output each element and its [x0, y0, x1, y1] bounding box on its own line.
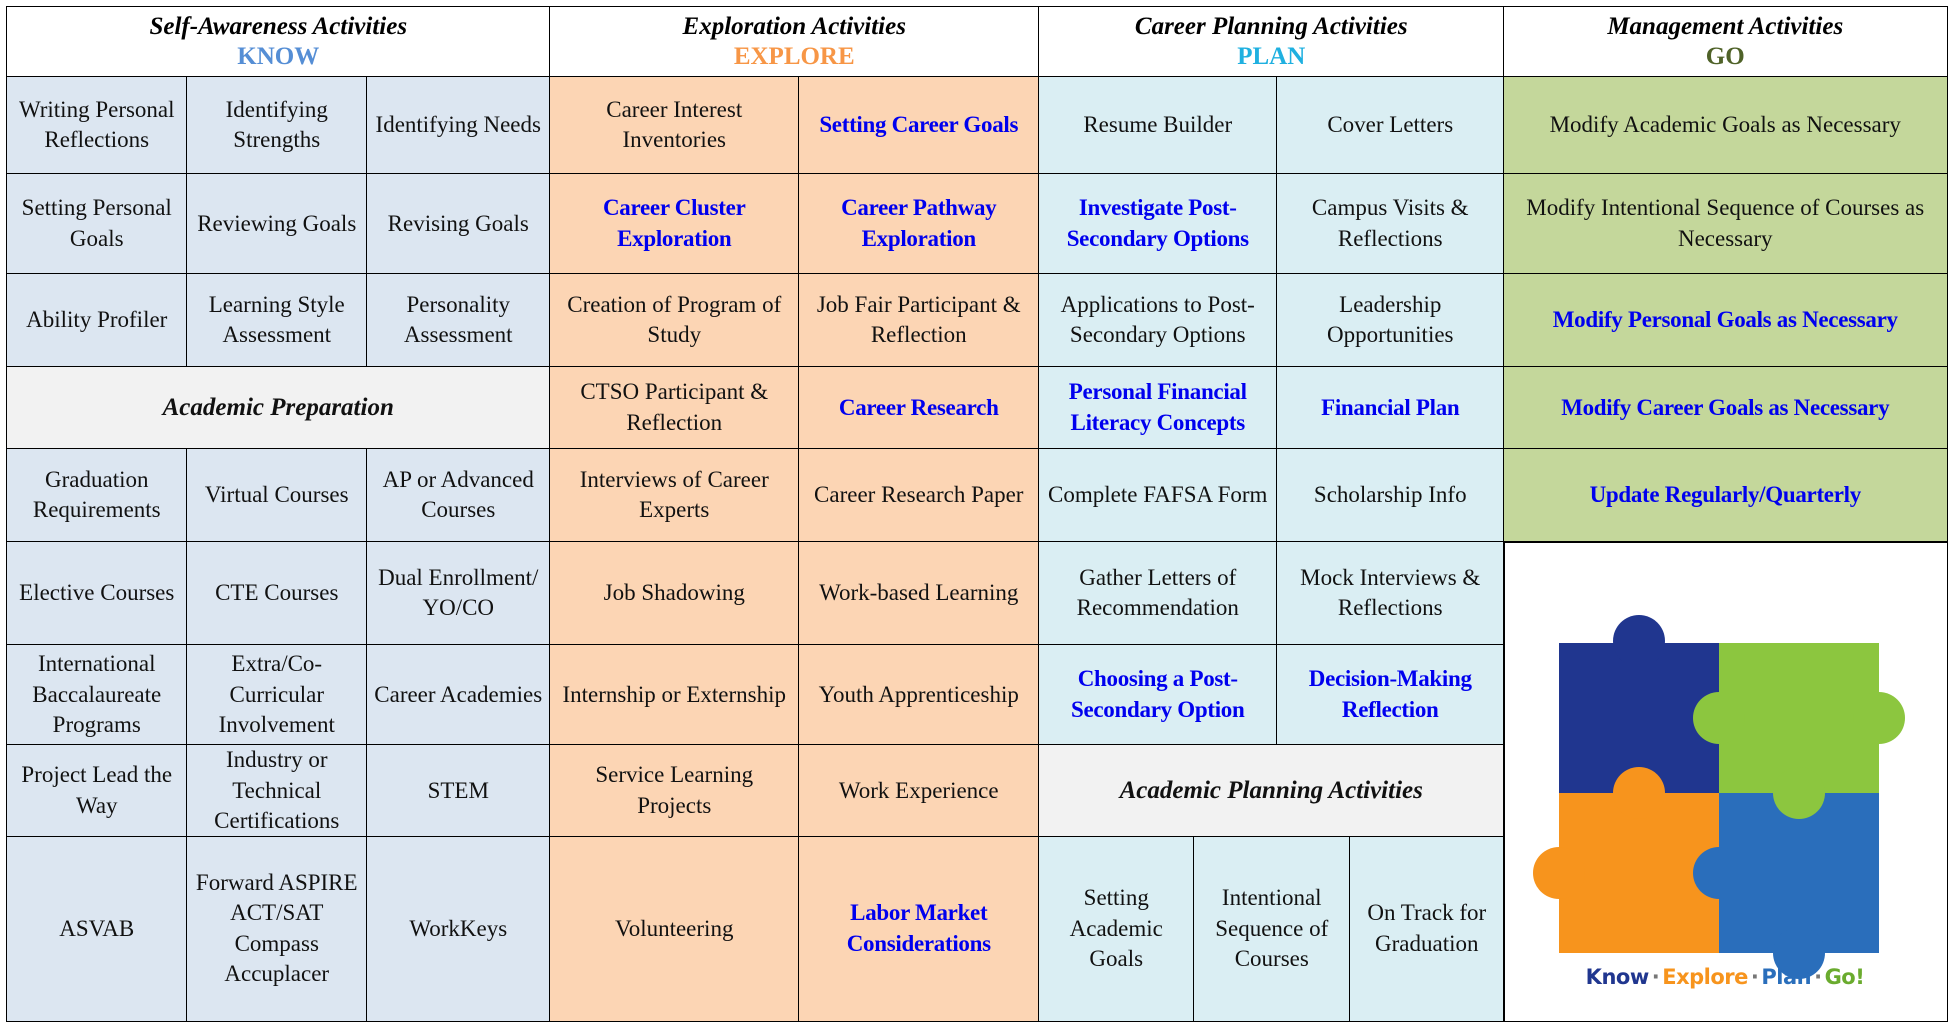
cell: Project Lead the Way — [6, 744, 188, 838]
cell: Work Experience — [798, 744, 1040, 838]
cell: Campus Visits & Reflections — [1276, 173, 1505, 275]
cell: Learning Style Assessment — [186, 273, 368, 368]
header-label: GO — [1705, 42, 1745, 70]
cell: Career Interest Inventories — [549, 76, 800, 175]
cell: Graduation Requirements — [6, 448, 188, 543]
header-title: Self-Awareness Activities — [149, 12, 408, 40]
cell: Choosing a Post-Secondary Option — [1038, 644, 1278, 746]
cell: Virtual Courses — [186, 448, 368, 543]
cell: Industry or Technical Certifications — [186, 744, 368, 838]
cell: Mock Interviews & Reflections — [1276, 541, 1505, 646]
cell: Career Research Paper — [798, 448, 1040, 543]
cell: Labor Market Considerations — [798, 836, 1040, 1022]
cell: Career Academies — [366, 644, 551, 746]
cell: Job Fair Participant & Reflection — [798, 273, 1040, 368]
header-title: Exploration Activities — [682, 12, 906, 40]
cell: Setting Academic Goals — [1038, 836, 1195, 1022]
cell: Investigate Post-Secondary Options — [1038, 173, 1278, 275]
header-label: KNOW — [237, 42, 320, 70]
header-title: Management Activities — [1607, 12, 1844, 40]
logo-word: Plan — [1761, 965, 1812, 989]
cell: Revising Goals — [366, 173, 551, 275]
column-header: Self-Awareness Activities KNOW — [6, 6, 551, 78]
cell: ASVAB — [6, 836, 188, 1022]
cell: Scholarship Info — [1276, 448, 1505, 543]
header-label: PLAN — [1237, 42, 1306, 70]
cell: Career Research — [798, 366, 1040, 450]
cell: Complete FAFSA Form — [1038, 448, 1278, 543]
cell: Modify Career Goals as Necessary — [1503, 366, 1948, 450]
cell: STEM — [366, 744, 551, 838]
cell: Internship or Externship — [549, 644, 800, 746]
header-label: EXPLORE — [733, 42, 855, 70]
logo-word: Explore — [1662, 965, 1748, 989]
cell: Interviews of Career Experts — [549, 448, 800, 543]
cell: Applications to Post-Secondary Options — [1038, 273, 1278, 368]
puzzle-logo — [1533, 615, 1905, 979]
cell: Service Learning Projects — [549, 744, 800, 838]
cell: Intentional Sequence of Courses — [1193, 836, 1351, 1022]
cell: Volunteering — [549, 836, 800, 1022]
cell: Modify Academic Goals as Necessary — [1503, 76, 1948, 175]
cell: Job Shadowing — [549, 541, 800, 646]
cell: Modify Intentional Sequence of Courses a… — [1503, 173, 1948, 275]
cell: Reviewing Goals — [186, 173, 368, 275]
cell: Work-based Learning — [798, 541, 1040, 646]
cell: CTE Courses — [186, 541, 368, 646]
cell: WorkKeys — [366, 836, 551, 1022]
column-header: Exploration Activities EXPLORE — [549, 6, 1040, 78]
logo-word: Know — [1585, 965, 1650, 989]
section-title: Academic Planning Activities — [1038, 744, 1505, 838]
cell: AP or Advanced Courses — [366, 448, 551, 543]
cell: Resume Builder — [1038, 76, 1278, 175]
cell: Elective Courses — [6, 541, 188, 646]
cell: Setting Personal Goals — [6, 173, 188, 275]
cell: Ability Profiler — [6, 273, 188, 368]
cell: Career Pathway Exploration — [798, 173, 1040, 275]
cell: Personal Financial Literacy Concepts — [1038, 366, 1278, 450]
cell: Dual Enrollment/ YO/CO — [366, 541, 551, 646]
column-header: Career Planning Activities PLAN — [1038, 6, 1505, 78]
cell: Writing Personal Reflections — [6, 76, 188, 175]
cell: Identifying Needs — [366, 76, 551, 175]
cell: Decision-Making Reflection — [1276, 644, 1505, 746]
logo-words: Know · Explore · Plan · Go! — [1585, 965, 1865, 989]
header-title: Career Planning Activities — [1134, 12, 1408, 40]
cell: CTSO Participant & Reflection — [549, 366, 800, 450]
column-header: Management Activities GO — [1503, 6, 1948, 78]
section-title: Academic Preparation — [6, 366, 551, 450]
cell: Forward ASPIRE ACT/SAT Compass Accuplace… — [186, 836, 368, 1022]
cell: Career Cluster Exploration — [549, 173, 800, 275]
cell: Setting Career Goals — [798, 76, 1040, 175]
logo-word: Go! — [1824, 965, 1865, 989]
cell: Cover Letters — [1276, 76, 1505, 175]
cell: International Baccalaureate Programs — [6, 644, 188, 746]
cell: Personality Assessment — [366, 273, 551, 368]
cell: Creation of Program of Study — [549, 273, 800, 368]
cell: Financial Plan — [1276, 366, 1505, 450]
cell: Modify Personal Goals as Necessary — [1503, 273, 1948, 368]
cell: Extra/Co-Curricular Involvement — [186, 644, 368, 746]
cell: Youth Apprenticeship — [798, 644, 1040, 746]
cell: Update Regularly/Quarterly — [1503, 448, 1948, 543]
cell: Gather Letters of Recommendation — [1038, 541, 1278, 646]
cell: On Track for Graduation — [1349, 836, 1505, 1022]
cell: Identifying Strengths — [186, 76, 368, 175]
cell: Leadership Opportunities — [1276, 273, 1505, 368]
